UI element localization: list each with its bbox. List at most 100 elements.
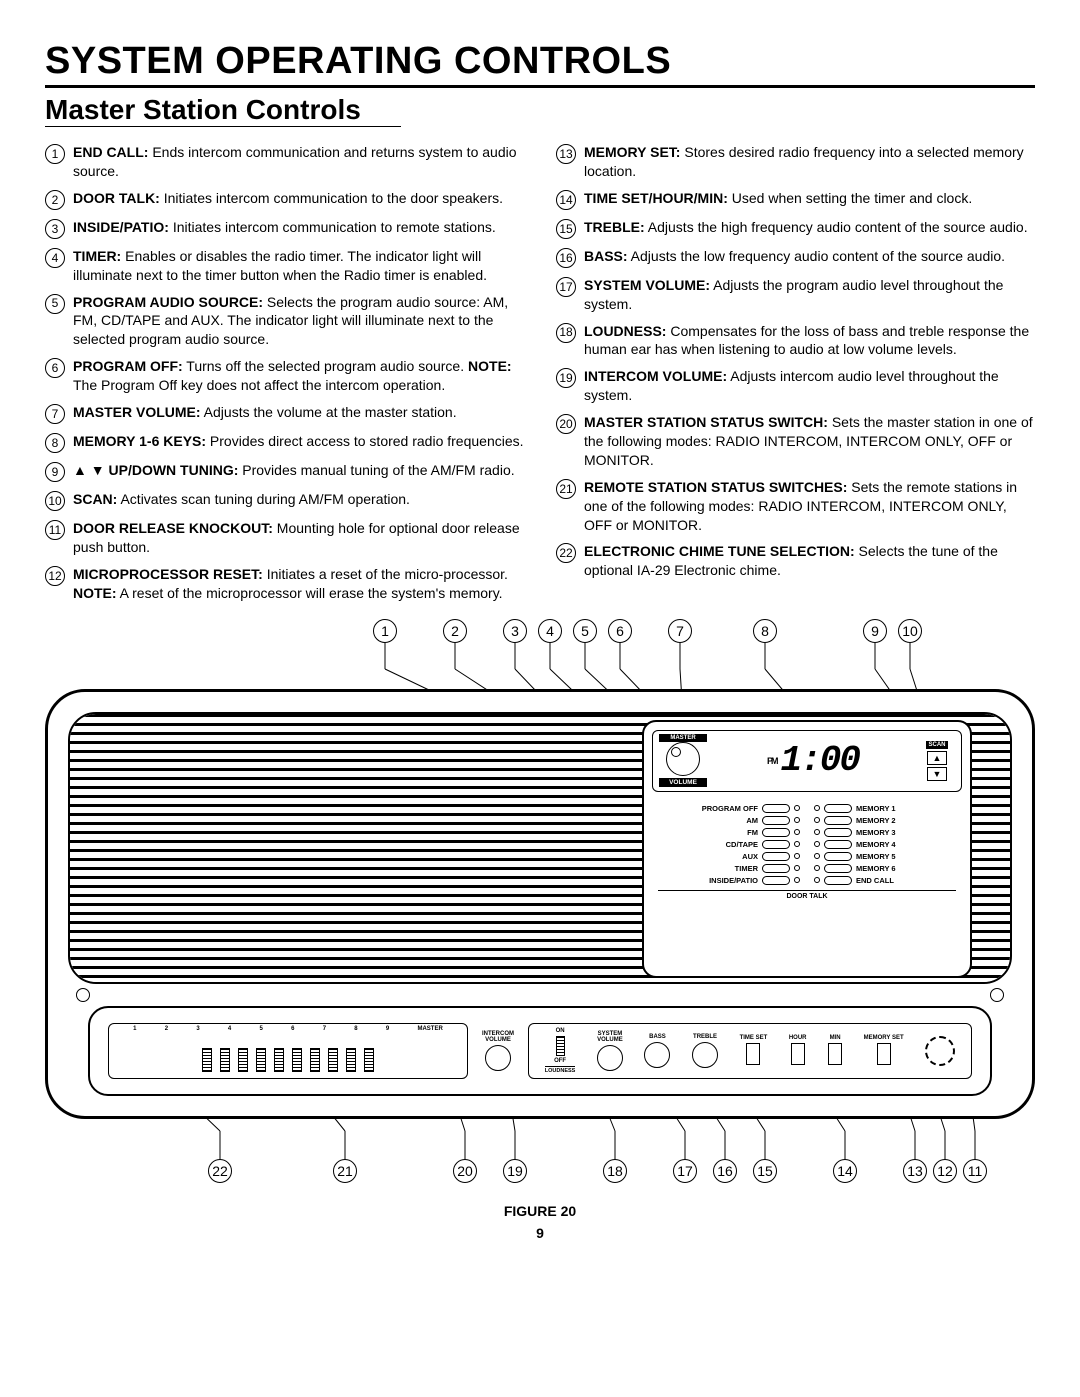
button-label: MEMORY 1	[856, 804, 896, 813]
switch-label: 2	[165, 1026, 168, 1032]
memory-button[interactable]: END CALL	[814, 876, 956, 885]
source-button[interactable]: PROGRAM OFF	[658, 804, 800, 813]
memory-button[interactable]: MEMORY 5	[814, 852, 956, 861]
source-button[interactable]: FM	[658, 828, 800, 837]
sysvol-label: SYSTEM VOLUME	[597, 1031, 623, 1043]
off-label: OFF	[554, 1058, 566, 1064]
intercom-volume-knob[interactable]: INTERCOM VOLUME	[482, 1031, 514, 1071]
door-talk-label: DOOR TALK	[658, 890, 956, 900]
button-label: TIMER	[735, 864, 758, 873]
page-number: 9	[45, 1225, 1035, 1241]
control-item: 19INTERCOM VOLUME: Adjusts intercom audi…	[556, 367, 1035, 405]
control-item: 21REMOTE STATION STATUS SWITCHES: Sets t…	[556, 478, 1035, 535]
loudness-switch[interactable]: ON OFF LOUDNESS	[545, 1028, 576, 1074]
switch-label: 4	[228, 1026, 231, 1032]
callout-circle: 2	[443, 619, 467, 643]
callout-number: 21	[556, 479, 576, 499]
min-label: MIN	[830, 1035, 841, 1041]
callout-circle: 10	[898, 619, 922, 643]
lcd-panel: MASTER VOLUME PM 1:00 SCAN ▲ ▼ PROGRAM O…	[642, 720, 972, 978]
control-description: SYSTEM VOLUME: Adjusts the program audio…	[584, 276, 1035, 314]
memory-button[interactable]: MEMORY 1	[814, 804, 956, 813]
memory-button[interactable]: MEMORY 6	[814, 864, 956, 873]
button-label: MEMORY 2	[856, 816, 896, 825]
button-label: AUX	[742, 852, 758, 861]
status-switch-bank[interactable]: 123456789MASTER	[108, 1023, 468, 1079]
hour-button[interactable]: HOUR	[789, 1035, 807, 1067]
memory-button[interactable]: MEMORY 4	[814, 840, 956, 849]
button-label: FM	[747, 828, 758, 837]
timeset-button[interactable]: TIME SET	[740, 1035, 768, 1067]
control-description: MEMORY 1-6 KEYS: Provides direct access …	[73, 432, 524, 451]
control-description: SCAN: Activates scan tuning during AM/FM…	[73, 490, 524, 509]
control-description: BASS: Adjusts the low frequency audio co…	[584, 247, 1035, 266]
memory-button[interactable]: MEMORY 3	[814, 828, 956, 837]
screw-icon	[990, 988, 1004, 1002]
control-description: MICROPROCESSOR RESET: Initiates a reset …	[73, 565, 524, 603]
callout-circle: 5	[573, 619, 597, 643]
callout-number: 6	[45, 358, 65, 378]
memory-button[interactable]: MEMORY 2	[814, 816, 956, 825]
loudness-label: LOUDNESS	[545, 1066, 576, 1074]
tune-up-button[interactable]: ▲	[927, 751, 947, 765]
callout-number: 14	[556, 190, 576, 210]
callout-number: 11	[45, 520, 65, 540]
callout-circle: 21	[333, 1159, 357, 1183]
control-description: END CALL: Ends intercom communication an…	[73, 143, 524, 181]
min-button[interactable]: MIN	[828, 1035, 842, 1067]
callout-circle: 4	[538, 619, 562, 643]
master-volume-knob[interactable]: MASTER VOLUME	[659, 734, 707, 787]
tune-down-button[interactable]: ▼	[927, 767, 947, 781]
button-label: MEMORY 4	[856, 840, 896, 849]
callout-number: 19	[556, 368, 576, 388]
switch-label: 8	[354, 1026, 357, 1032]
switch-label: 9	[386, 1026, 389, 1032]
callout-number: 1	[45, 144, 65, 164]
callout-number: 13	[556, 144, 576, 164]
switch-label: 7	[323, 1026, 326, 1032]
master-label: MASTER	[659, 734, 707, 742]
control-item: 9▲ ▼ UP/DOWN TUNING: Provides manual tun…	[45, 461, 524, 482]
callout-number: 2	[45, 190, 65, 210]
treble-knob[interactable]: TREBLE	[692, 1034, 718, 1068]
control-description: ▲ ▼ UP/DOWN TUNING: Provides manual tuni…	[73, 461, 524, 480]
switch-label: 6	[291, 1026, 294, 1032]
bass-label: BASS	[644, 1034, 670, 1040]
callout-circle: 13	[903, 1159, 927, 1183]
control-description: DOOR TALK: Initiates intercom communicat…	[73, 189, 524, 208]
hour-label: HOUR	[789, 1035, 807, 1041]
page-subtitle: Master Station Controls	[45, 94, 401, 127]
timeset-label: TIME SET	[740, 1035, 768, 1041]
control-description: TIME SET/HOUR/MIN: Used when setting the…	[584, 189, 1035, 208]
control-item: 10SCAN: Activates scan tuning during AM/…	[45, 490, 524, 511]
source-button[interactable]: CD/TAPE	[658, 840, 800, 849]
source-button[interactable]: AM	[658, 816, 800, 825]
button-label: INSIDE/PATIO	[709, 876, 758, 885]
callout-number: 12	[45, 566, 65, 586]
callout-number: 4	[45, 248, 65, 268]
system-volume-knob[interactable]: SYSTEM VOLUME	[597, 1031, 623, 1071]
memoryset-button[interactable]: MEMORY SET	[864, 1035, 904, 1067]
control-item: 1 END CALL: Ends intercom communication a…	[45, 143, 524, 181]
button-label: PROGRAM OFF	[702, 804, 758, 813]
callout-circle: 20	[453, 1159, 477, 1183]
control-item: 5PROGRAM AUDIO SOURCE: Selects the progr…	[45, 293, 524, 350]
scan-label: SCAN	[926, 741, 947, 749]
control-item: 17SYSTEM VOLUME: Adjusts the program aud…	[556, 276, 1035, 314]
source-button[interactable]: INSIDE/PATIO	[658, 876, 800, 885]
bottom-control-panel: 123456789MASTER INTERCOM VOLUME ON OFF L…	[88, 1006, 992, 1096]
page-title: SYSTEM OPERATING CONTROLS	[45, 40, 1035, 88]
switch-label: 3	[196, 1026, 199, 1032]
control-item: 13MEMORY SET: Stores desired radio frequ…	[556, 143, 1035, 181]
pm-indicator: PM	[767, 756, 777, 766]
control-item: 7MASTER VOLUME: Adjusts the volume at th…	[45, 403, 524, 424]
control-description: ELECTRONIC CHIME TUNE SELECTION: Selects…	[584, 542, 1035, 580]
control-item: 2 DOOR TALK: Initiates intercom communica…	[45, 189, 524, 210]
control-description: PROGRAM OFF: Turns off the selected prog…	[73, 357, 524, 395]
control-item: 18LOUDNESS: Compensates for the loss of …	[556, 322, 1035, 360]
source-button[interactable]: TIMER	[658, 864, 800, 873]
callout-circle: 15	[753, 1159, 777, 1183]
source-button[interactable]: AUX	[658, 852, 800, 861]
bass-knob[interactable]: BASS	[644, 1034, 670, 1068]
control-item: 22ELECTRONIC CHIME TUNE SELECTION: Selec…	[556, 542, 1035, 580]
